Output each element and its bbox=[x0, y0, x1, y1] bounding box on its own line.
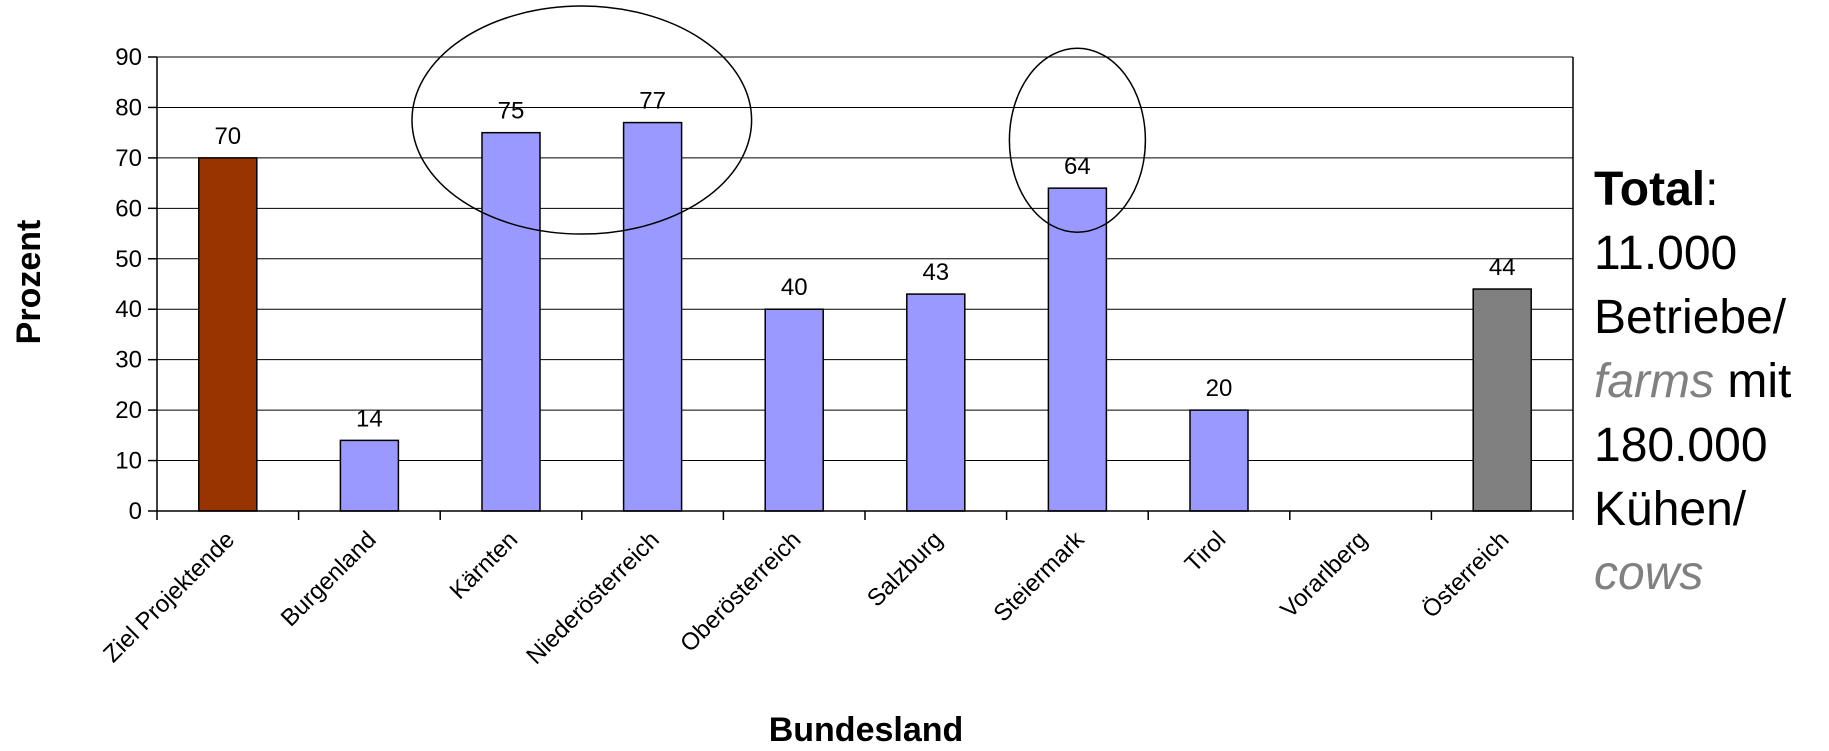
farms-line: farms mit bbox=[1594, 350, 1826, 414]
y-tick-label-10: 10 bbox=[115, 448, 142, 475]
total-annotation: Total: 11.000 Betriebe/ farms mit 180.00… bbox=[1594, 158, 1826, 606]
bar-salzburg bbox=[906, 293, 966, 512]
betriebe-label: Betriebe/ bbox=[1594, 291, 1787, 344]
data-label-salzburg: 43 bbox=[922, 259, 949, 286]
y-tick-label-70: 70 bbox=[115, 145, 142, 172]
y-tick-label-50: 50 bbox=[115, 246, 142, 273]
data-label-niederösterreich: 77 bbox=[639, 88, 666, 115]
y-tick-label-20: 20 bbox=[115, 397, 142, 424]
y-tick-label-30: 30 bbox=[115, 347, 142, 374]
y-tick-label-60: 60 bbox=[115, 195, 142, 222]
total-line: Total: bbox=[1594, 158, 1826, 222]
data-label-oberösterreich: 40 bbox=[781, 274, 808, 301]
y-tick-label-0: 0 bbox=[129, 498, 142, 525]
category-label-oberösterreich: Oberösterreich bbox=[675, 526, 806, 657]
category-label-ziel-projektende: Ziel Projektende bbox=[98, 526, 240, 668]
bar-kärnten bbox=[481, 131, 541, 512]
y-tick-label-80: 80 bbox=[115, 94, 142, 121]
bar-oberösterreich bbox=[764, 308, 824, 512]
bar-tirol bbox=[1189, 409, 1249, 512]
category-labels: Ziel Projektende Burgenland KärntenNiederö… bbox=[98, 525, 1514, 669]
y-tick-labels: 0 10 20 30 40 50 60 70 80 90 bbox=[115, 44, 142, 525]
bar-ziel-projektende bbox=[198, 157, 258, 512]
farms-label: farms bbox=[1594, 355, 1714, 408]
data-label-tirol: 20 bbox=[1206, 375, 1233, 402]
bars bbox=[198, 121, 1532, 512]
category-label-salzburg: Salzburg bbox=[862, 526, 948, 612]
total-colon: : bbox=[1705, 163, 1719, 216]
data-label-burgenland: 14 bbox=[356, 405, 383, 432]
kuehen-label: Kühen/ bbox=[1594, 483, 1747, 536]
category-label-burgenland: Burgenland bbox=[276, 526, 382, 632]
data-label-kärnten: 75 bbox=[498, 98, 525, 125]
highlight-ring-kaernten-niederoesterreich bbox=[411, 5, 753, 235]
farm-count: 11.000 bbox=[1594, 227, 1738, 280]
highlight-ring-steiermark bbox=[1008, 47, 1147, 233]
axes bbox=[148, 56, 1574, 520]
x-axis-title: Bundesland bbox=[769, 711, 964, 749]
category-label-tirol: Tirol bbox=[1180, 526, 1231, 577]
cows-label: cows bbox=[1594, 547, 1704, 600]
bar-österreich bbox=[1472, 288, 1532, 512]
bar-burgenland bbox=[339, 439, 400, 512]
data-label-österreich: 44 bbox=[1489, 254, 1516, 281]
data-label-steiermark: 64 bbox=[1064, 153, 1091, 180]
y-axis-title: Prozent bbox=[10, 220, 48, 345]
category-label-steiermark: Steiermark bbox=[989, 525, 1091, 627]
cow-count: 180.000 bbox=[1594, 419, 1768, 472]
category-label-niederösterreich: Niederösterreich bbox=[521, 526, 665, 670]
y-tick-label-90: 90 bbox=[115, 44, 142, 71]
highlight-rings bbox=[411, 5, 1147, 235]
category-label-österreich: Österreich bbox=[1417, 526, 1514, 623]
data-label-ziel-projektende: 70 bbox=[214, 123, 241, 150]
mit-label: mit bbox=[1714, 355, 1792, 408]
total-label: Total bbox=[1594, 163, 1706, 216]
category-label-kärnten: Kärnten bbox=[445, 526, 524, 605]
category-label-vorarlberg: Vorarlberg bbox=[1275, 526, 1372, 623]
bar-steiermark bbox=[1047, 187, 1108, 512]
data-labels: 70 14 75 77 40 43 64 20 44 bbox=[214, 88, 1515, 433]
gridlines bbox=[157, 56, 1573, 462]
y-tick-label-40: 40 bbox=[115, 296, 142, 323]
bar-niederösterreich bbox=[622, 121, 683, 512]
